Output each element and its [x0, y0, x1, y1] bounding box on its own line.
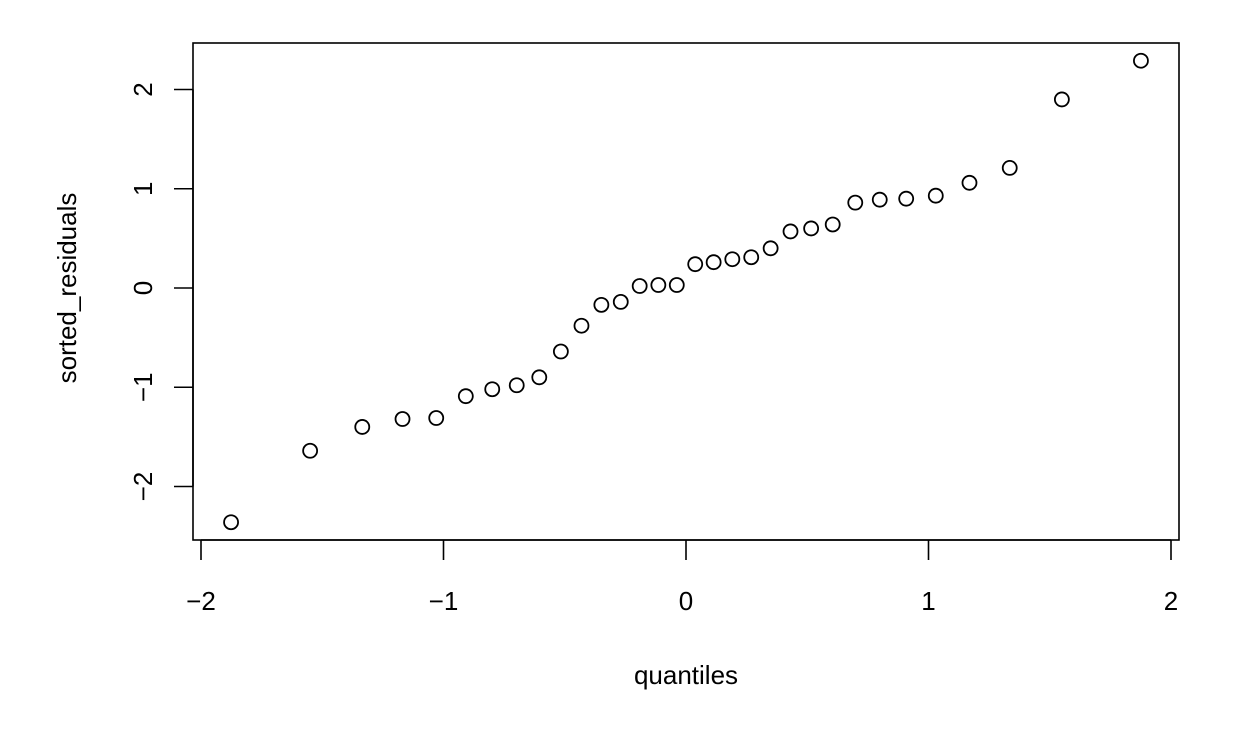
- x-tick-label: 2: [1164, 586, 1178, 616]
- data-point: [803, 220, 820, 237]
- data-point: [1001, 160, 1018, 176]
- y-tick-label: −2: [128, 472, 158, 502]
- data-point: [573, 317, 590, 334]
- x-axis: −2 −1 0 1 2: [186, 539, 1178, 616]
- data-point: [782, 223, 799, 240]
- data-point: [394, 411, 411, 427]
- x-tick-label: 0: [679, 586, 693, 616]
- data-point: [428, 410, 445, 426]
- data-point: [961, 174, 978, 191]
- data-point: [650, 277, 667, 293]
- data-point: [552, 343, 569, 360]
- data-point: [593, 296, 610, 313]
- data-point: [302, 442, 319, 459]
- data-point: [1133, 52, 1149, 69]
- data-point: [1053, 91, 1070, 108]
- x-tick-label: −2: [186, 586, 216, 616]
- data-point: [824, 216, 841, 233]
- y-tick-label: 2: [128, 82, 158, 96]
- data-point: [508, 377, 525, 394]
- data-point: [927, 187, 944, 204]
- data-point: [354, 419, 371, 435]
- data-point: [631, 278, 648, 294]
- data-point: [705, 254, 722, 271]
- x-tick-label: −1: [429, 586, 459, 616]
- x-tick-label: 1: [921, 586, 935, 616]
- data-point: [457, 388, 474, 405]
- data-point: [743, 249, 760, 266]
- y-axis: −2 −1 0 1 2: [128, 82, 194, 502]
- y-tick-label: 1: [128, 182, 158, 196]
- data-point: [871, 191, 888, 208]
- y-tick-label: 0: [128, 281, 158, 295]
- x-axis-label: quantiles: [634, 660, 738, 690]
- data-point: [531, 369, 548, 386]
- data-point: [223, 514, 239, 531]
- data-point: [668, 277, 685, 293]
- y-tick-label: −1: [128, 372, 158, 402]
- plot-frame: [192, 42, 1180, 541]
- data-point: [612, 293, 629, 310]
- data-point: [484, 381, 501, 398]
- y-axis-label: sorted_residuals: [52, 193, 82, 384]
- data-point: [847, 194, 864, 211]
- data-point: [687, 256, 704, 273]
- data-points: [223, 52, 1149, 531]
- data-point: [898, 190, 915, 207]
- data-point: [724, 251, 741, 268]
- data-point: [762, 240, 779, 257]
